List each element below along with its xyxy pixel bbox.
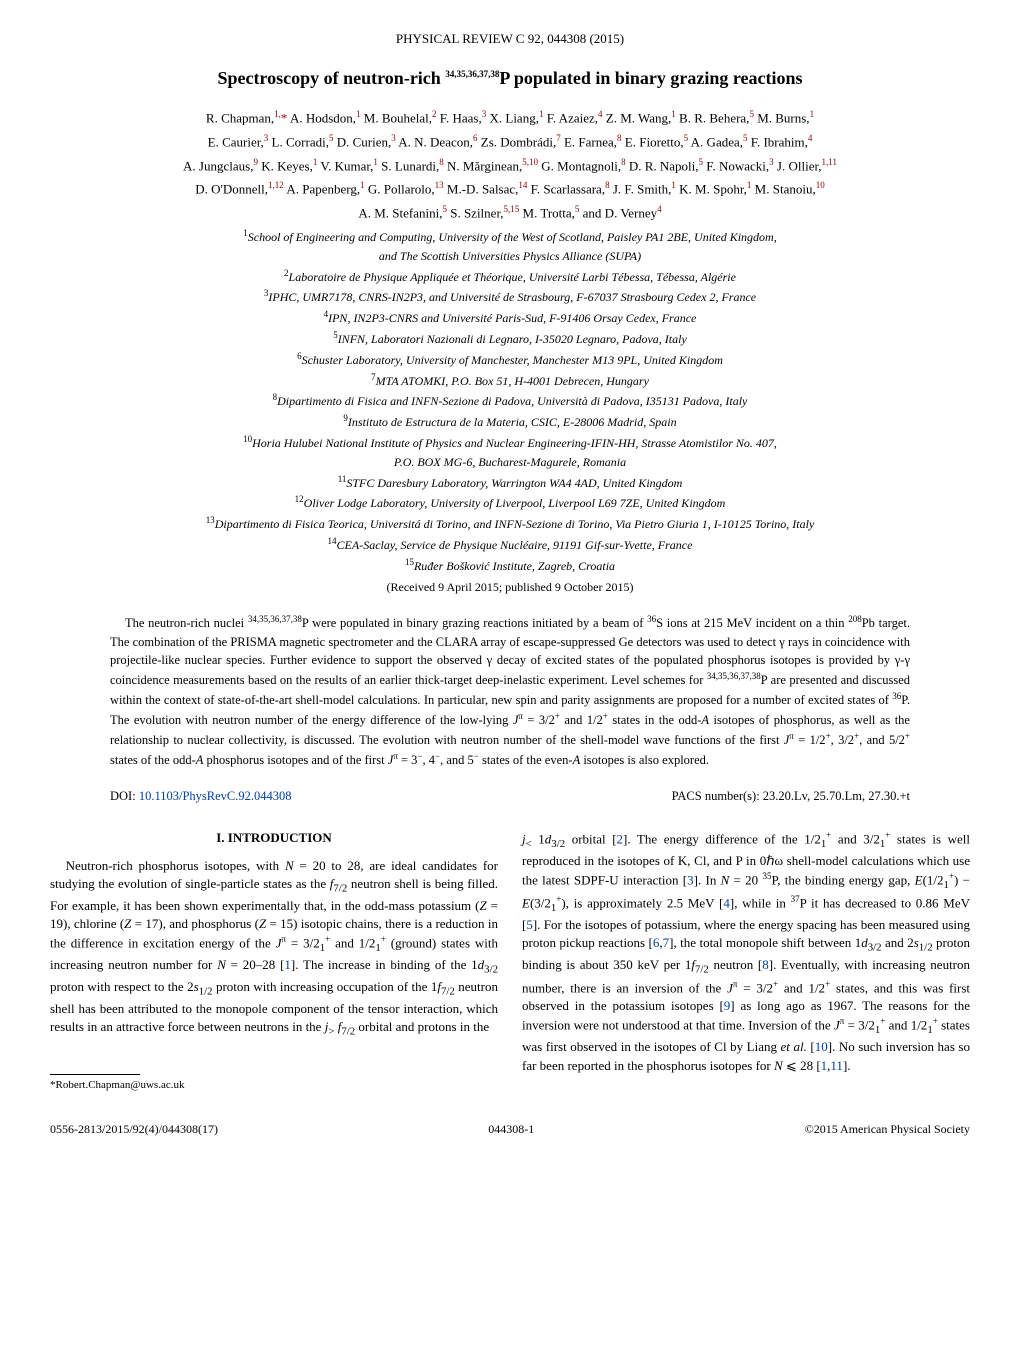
doi-link[interactable]: 10.1103/PhysRevC.92.044308 [139,789,292,803]
affiliation-line: 10Horia Hulubei National Institute of Ph… [50,433,970,452]
affiliation-line: 2Laboratoire de Physique Appliquée et Th… [50,267,970,286]
footer-right: ©2015 American Physical Society [805,1121,970,1137]
doi: DOI: 10.1103/PhysRevC.92.044308 [110,788,292,805]
affiliation-line: 11STFC Daresbury Laboratory, Warrington … [50,473,970,492]
affiliation-line: 9Instituto de Estructura de la Materia, … [50,412,970,431]
received-published: (Received 9 April 2015; published 9 Octo… [50,579,970,595]
right-column: j< 1d3/2 orbital [2]. The energy differe… [522,829,970,1093]
abstract-text: The neutron-rich nuclei 34,35,36,37,38P … [110,613,910,770]
affiliation-line: 1School of Engineering and Computing, Un… [50,227,970,246]
footnote-rule [50,1074,140,1075]
two-column-body: I. INTRODUCTION Neutron-rich phosphorus … [50,829,970,1093]
abstract: The neutron-rich nuclei 34,35,36,37,38P … [110,613,910,770]
left-column: I. INTRODUCTION Neutron-rich phosphorus … [50,829,498,1093]
journal-header: PHYSICAL REVIEW C 92, 044308 (2015) [50,30,970,48]
affiliation-line: 14CEA-Saclay, Service de Physique Nucléa… [50,535,970,554]
affiliation-line: 8Dipartimento di Fisica and INFN-Sezione… [50,391,970,410]
pacs: PACS number(s): 23.20.Lv, 25.70.Lm, 27.3… [672,788,910,805]
affiliation-line: 6Schuster Laboratory, University of Manc… [50,350,970,369]
affiliation-line: and The Scottish Universities Physics Al… [50,248,970,265]
affiliation-line: 3IPHC, UMR7178, CNRS-IN2P3, and Universi… [50,287,970,306]
authors-line-5: A. M. Stefanini,5 S. Szilner,5,15 M. Tro… [50,203,970,223]
article-title: Spectroscopy of neutron-rich 34,35,36,37… [50,66,970,90]
doi-label: DOI: [110,789,139,803]
affiliation-line: 5INFN, Laboratori Nazionali di Legnaro, … [50,329,970,348]
doi-pacs-row: DOI: 10.1103/PhysRevC.92.044308 PACS num… [110,788,910,805]
authors-line-1: R. Chapman,1,* A. Hodsdon,1 M. Bouhelal,… [50,108,970,128]
affiliation-line: 7MTA ATOMKI, P.O. Box 51, H-4001 Debrece… [50,371,970,390]
corresponding-author-footnote: *Robert.Chapman@uws.ac.uk [50,1078,498,1093]
intro-paragraph-left: Neutron-rich phosphorus isotopes, with N… [50,857,498,1040]
affiliations-block: 1School of Engineering and Computing, Un… [50,227,970,575]
footer-left: 0556-2813/2015/92(4)/044308(17) [50,1121,218,1137]
affiliation-line: P.O. BOX MG-6, Bucharest-Magurele, Roman… [50,454,970,471]
affiliation-line: 15Ruđer Bošković Institute, Zagreb, Croa… [50,556,970,575]
page-footer: 0556-2813/2015/92(4)/044308(17) 044308-1… [50,1121,970,1137]
affiliation-line: 13Dipartimento di Fisica Teorica, Univer… [50,514,970,533]
affiliation-line: 4IPN, IN2P3-CNRS and Université Paris-Su… [50,308,970,327]
authors-line-2: E. Caurier,3 L. Corradi,5 D. Curien,3 A.… [50,132,970,152]
authors-line-3: A. Jungclaus,9 K. Keyes,1 V. Kumar,1 S. … [50,156,970,176]
intro-paragraph-right: j< 1d3/2 orbital [2]. The energy differe… [522,829,970,1075]
affiliation-line: 12Oliver Lodge Laboratory, University of… [50,493,970,512]
section-1-heading: I. INTRODUCTION [50,829,498,847]
footer-center: 044308-1 [488,1121,534,1137]
authors-line-4: D. O'Donnell,1,12 A. Papenberg,1 G. Poll… [50,179,970,199]
